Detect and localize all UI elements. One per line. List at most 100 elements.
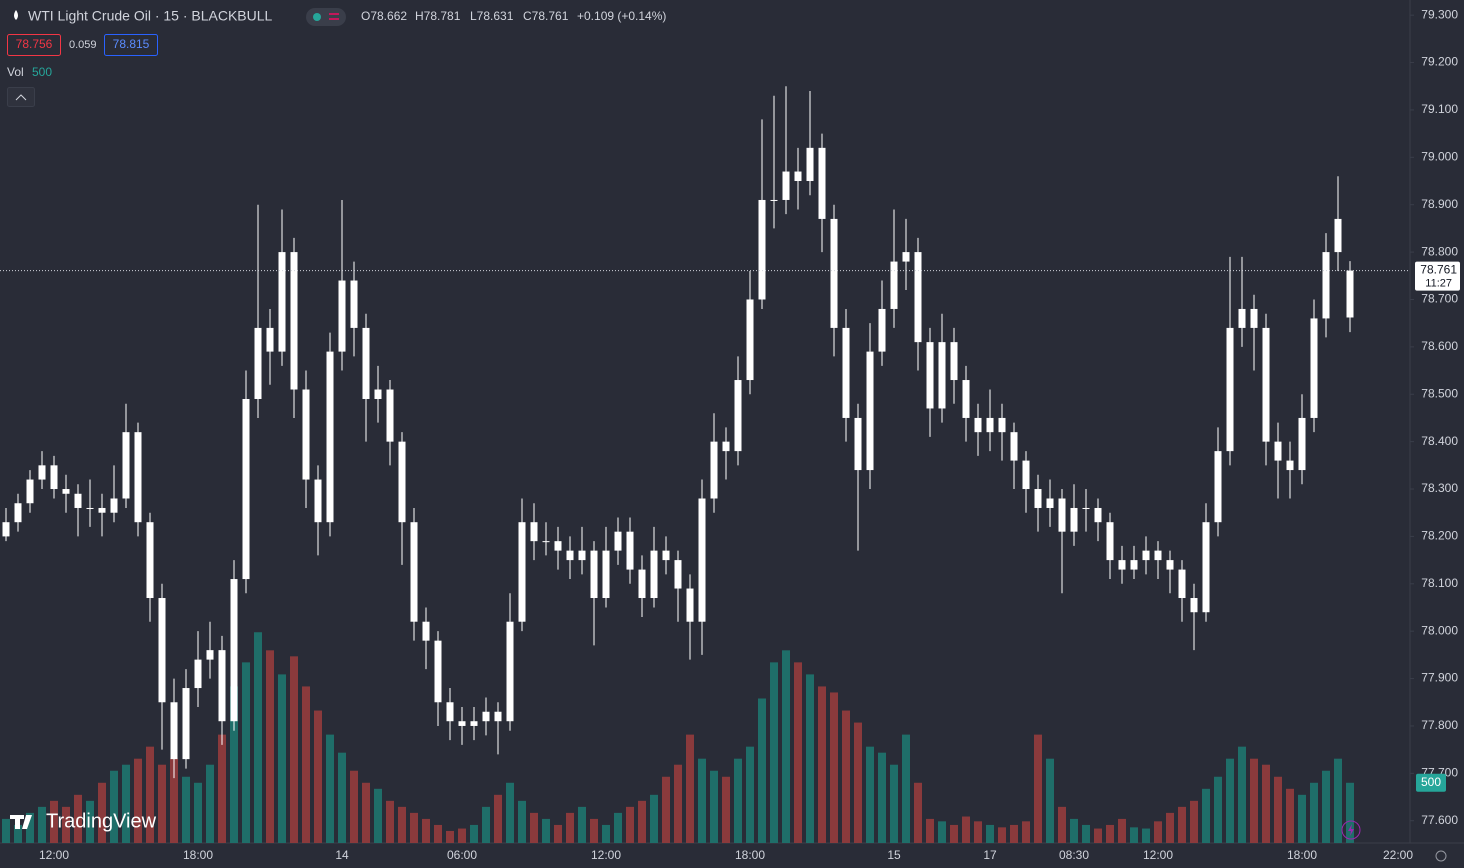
candle-body [1070,507,1078,532]
x-tick-label: 17 [983,848,997,862]
candle-body [230,579,238,722]
candle-body [830,218,838,328]
volume-bar [1202,788,1210,843]
x-tick-label: 18:00 [735,848,765,862]
volume-bar [734,758,742,843]
last-price-label: 78.761 [1420,263,1457,277]
volume-bar [614,812,622,843]
lightning-button[interactable] [1341,820,1361,840]
collapse-button[interactable] [7,87,35,107]
last-volume-box [1416,773,1446,792]
volume-bar [566,812,574,843]
volume-bar [182,776,190,843]
candle-body [614,531,622,551]
volume-bar [506,782,514,843]
y-tick-label: 77.900 [1421,671,1458,685]
spread: 0.059 [69,39,97,51]
volume-bar [470,824,478,843]
volume-bar [1178,806,1186,843]
candle-body [1190,598,1198,613]
volume-bar [314,710,322,843]
candle-body [1202,522,1210,613]
candle-body [1334,218,1342,253]
volume-bar [1238,746,1246,843]
x-tick-label: 18:00 [183,848,213,862]
candle-body [878,308,886,352]
candle-body [1298,417,1306,471]
candle-body [374,389,382,399]
x-tick-label: 06:00 [447,848,477,862]
volume-layer [2,632,1354,843]
volume-bar [38,806,46,843]
volume-bar [578,806,586,843]
candle-body [578,550,586,561]
high-value: H78.781 [415,9,461,23]
candle-body [98,507,106,513]
settings-icon[interactable] [1435,850,1447,862]
volume-bar [854,722,862,843]
candle-body [482,711,490,722]
volume-bar [686,734,694,843]
candle-body [350,280,358,328]
volume-bar [710,770,718,843]
volume-bar [266,650,274,843]
status-pill[interactable] [306,8,346,26]
volume-bar [974,821,982,843]
volume-bar [158,764,166,843]
bid-price[interactable]: 78.756 [16,37,53,51]
volume-bar [914,782,922,843]
volume-bar [590,818,598,843]
volume-bar [218,734,226,843]
candle-body [314,479,322,523]
volume-bar [722,776,730,843]
volume-bar [1310,782,1318,843]
volume-bar [998,827,1006,843]
candle-body [914,252,922,343]
y-tick-label: 78.800 [1421,244,1458,258]
status-bar [329,18,339,20]
volume-bar [842,710,850,843]
volume-bar [194,782,202,843]
volume-bar [1214,776,1222,843]
low-value: L78.631 [470,9,514,23]
volume-bar [86,800,94,843]
candle-body [842,327,850,418]
candle-body [158,598,166,703]
ask-price[interactable]: 78.815 [113,37,150,51]
close-value: C78.761 [523,9,569,23]
y-tick-label: 78.700 [1421,292,1458,306]
volume-bar [782,650,790,843]
volume-bar [1094,828,1102,843]
volume-legend-value: 500 [32,65,52,79]
volume-bar [26,812,34,843]
y-tick-label: 77.800 [1421,718,1458,732]
candle-body [722,441,730,452]
ask-box[interactable] [104,34,158,56]
volume-bar [434,824,442,843]
candle-body [1214,451,1222,523]
y-tick-label: 78.600 [1421,339,1458,353]
candle-body [974,417,982,433]
y-tick-label: 78.200 [1421,529,1458,543]
volume-bar [374,788,382,843]
x-tick-label: 12:00 [591,848,621,862]
volume-bar [14,824,22,843]
candle-body [1154,550,1162,561]
volume-bar [602,824,610,843]
candle-body [926,342,934,409]
overlay-layer: WTI Light Crude Oil · 15 · BLACKBULL O78… [0,8,1460,862]
candle-body [74,493,82,508]
candle-body [170,702,178,760]
candle-body [902,252,910,262]
candle-body [530,522,538,542]
candle-body [782,171,790,200]
candle-body [1262,327,1270,442]
volume-bar [494,794,502,843]
volume-bar [662,776,670,843]
candle-body [122,432,130,499]
bid-box[interactable] [7,34,61,56]
candle-body [1178,569,1186,599]
candle-body [110,498,118,513]
candle-body [1130,560,1138,570]
